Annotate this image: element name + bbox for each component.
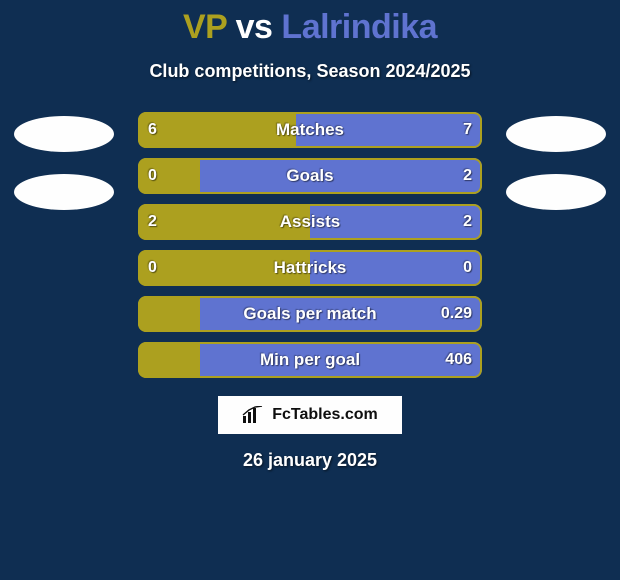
bar-fill-left [138,342,200,378]
title-left-name: VP [183,8,227,46]
brand-text: FcTables.com [272,406,378,424]
stat-row: Goals02 [138,158,482,194]
bar-fill-right [310,204,482,240]
avatar-col-right [500,112,612,210]
avatar-right-1 [506,116,606,152]
page-title: VP vs Lalrindika [183,8,437,47]
stat-row: Goals per match0.29 [138,296,482,332]
bar-fill-left [138,204,310,240]
content-row: Matches67 Goals02 Assists22 Hattricks00 Goal… [0,112,620,378]
comparison-infographic: VP vs Lalrindika Club competitions, Seas… [0,0,620,580]
date-line: 26 january 2025 [243,450,377,471]
bar-fill-right [310,250,482,286]
bar-fill-right [296,112,482,148]
title-right-name: Lalrindika [281,8,437,46]
subtitle: Club competitions, Season 2024/2025 [149,61,470,82]
bar-fill-right [200,296,482,332]
stat-row: Min per goal406 [138,342,482,378]
brand-icon [242,406,264,424]
bar-fill-left [138,296,200,332]
bar-fill-right [200,158,482,194]
avatar-left-1 [14,116,114,152]
brand-badge: FcTables.com [218,396,402,434]
stat-row: Matches67 [138,112,482,148]
stat-row: Hattricks00 [138,250,482,286]
avatar-left-2 [14,174,114,210]
avatar-right-2 [506,174,606,210]
title-vs: vs [227,8,282,46]
bar-fill-left [138,158,200,194]
bar-fill-left [138,112,296,148]
avatar-col-left [8,112,120,210]
stat-bars: Matches67 Goals02 Assists22 Hattricks00 Goal… [138,112,482,378]
bar-fill-left [138,250,310,286]
bar-fill-right [200,342,482,378]
stat-row: Assists22 [138,204,482,240]
